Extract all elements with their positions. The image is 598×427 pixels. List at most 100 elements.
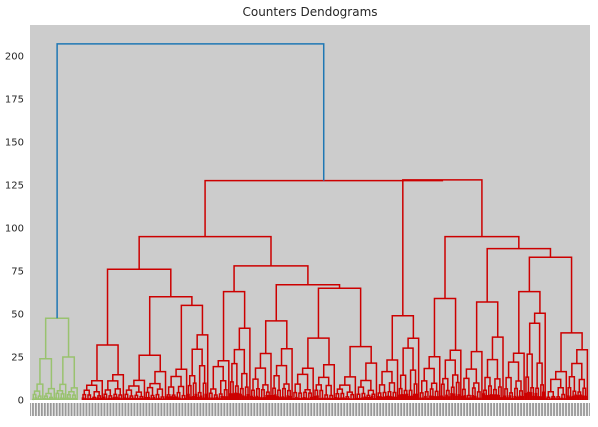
dendrogram-link (233, 394, 234, 400)
dendrogram-link (582, 396, 583, 400)
dendrogram-link (182, 399, 183, 400)
dendrogram-link (247, 395, 248, 400)
dendrogram-link (406, 394, 407, 400)
dendrogram-link (483, 394, 484, 400)
dendrogram-link (496, 395, 497, 400)
dendrogram-link (264, 398, 265, 400)
y-axis: 0255075100125150175200 (5, 51, 24, 406)
dendrogram-link (369, 398, 370, 400)
dendrogram-link (240, 395, 241, 400)
dendrogram-link (350, 399, 351, 400)
dendrogram-link (226, 397, 227, 400)
dendrogram-link (332, 399, 333, 400)
dendrogram-link (512, 399, 513, 400)
dendrogram-link (488, 396, 489, 400)
dendrogram-link (585, 396, 586, 400)
dendrogram-link (167, 397, 168, 400)
dendrogram-link (135, 399, 136, 400)
dendrogram-link (214, 398, 215, 400)
dendrogram-link (414, 394, 415, 400)
dendrogram-link (85, 399, 86, 400)
dendrogram-link (75, 399, 76, 400)
dendrogram-link (269, 396, 270, 400)
dendrogram-link (290, 397, 291, 400)
dendrogram-link (338, 399, 339, 400)
dendrogram-link (203, 398, 204, 400)
dendrogram-link (97, 398, 98, 400)
dendrogram-link (151, 399, 152, 400)
dendrogram-link (44, 399, 45, 400)
dendrogram-link (522, 397, 523, 400)
dendrogram-link (353, 399, 354, 400)
dendrogram-link (205, 394, 206, 400)
y-tick-label: 25 (11, 352, 24, 363)
dendrogram-link (501, 398, 502, 400)
dendrogram-link (422, 398, 423, 400)
dendrogram-link (161, 399, 162, 400)
dendrogram-link (142, 398, 143, 400)
y-tick-label: 200 (5, 51, 24, 62)
dendrogram-link (572, 396, 573, 400)
dendrogram-link (390, 397, 391, 400)
dendrogram-link (306, 398, 307, 400)
dendrogram-link (216, 397, 217, 400)
dendrogram-link (519, 396, 520, 400)
dendrogram-link (35, 398, 36, 400)
dendrogram-link (543, 392, 544, 400)
dendrogram-link (427, 399, 428, 400)
y-tick-label: 100 (5, 223, 24, 234)
dendrogram-link (409, 397, 410, 400)
dendrogram-link (477, 398, 478, 400)
dendrogram-link (458, 395, 459, 400)
dendrogram-link (345, 399, 346, 400)
dendrogram-link (327, 399, 328, 400)
dendrogram-link (556, 399, 557, 400)
dendrogram-link (63, 398, 64, 400)
dendrogram-link (52, 399, 53, 400)
y-tick-label: 175 (5, 94, 24, 105)
dendrogram-link (298, 399, 299, 400)
dendrogram-link (507, 398, 508, 400)
dendrogram-link (462, 397, 463, 400)
dendrogram-link (282, 397, 283, 400)
dendrogram-link (296, 398, 297, 400)
dendrogram-link (546, 399, 547, 400)
dendrogram-link (272, 396, 273, 400)
dendrogram-link (430, 396, 431, 400)
dendrogram-link (575, 395, 576, 400)
dendrogram-link (348, 399, 349, 400)
dendrogram-link (90, 399, 91, 400)
dendrogram-link (174, 397, 175, 400)
dendrogram-link (453, 394, 454, 400)
dendrogram-link (113, 398, 114, 400)
dendrogram-link (446, 395, 447, 400)
dendrogram-link (40, 399, 41, 400)
dendrogram-link (399, 395, 400, 400)
dendrogram-link (224, 397, 225, 400)
dendrogram-link (190, 397, 191, 400)
y-tick-label: 50 (11, 309, 24, 320)
dendrogram-link (441, 396, 442, 400)
dendrogram-link (570, 397, 571, 400)
dendrogram-link (146, 398, 147, 400)
dendrogram-link (493, 395, 494, 400)
dendrogram-link (451, 394, 452, 400)
dendrogram-link (256, 397, 257, 400)
chart-title: Counters Dendograms (242, 5, 377, 19)
dendrogram-link (82, 398, 83, 400)
dendrogram-link (108, 398, 109, 400)
dendrogram-link (137, 399, 138, 400)
dendrogram-link (456, 397, 457, 400)
dendrogram-link (561, 398, 562, 400)
dendrogram-link (580, 395, 581, 400)
dendrogram-link (195, 394, 196, 400)
dendrogram-link (420, 398, 421, 400)
dendrogram-link (435, 397, 436, 400)
dendrogram-link (380, 397, 381, 400)
dendrogram-link (87, 399, 88, 400)
dendrogram-link (287, 396, 288, 400)
dendrogram-link (251, 397, 252, 400)
dendrogram-link (559, 399, 560, 400)
dendrogram-link (132, 399, 133, 400)
dendrogram-link (100, 399, 101, 400)
